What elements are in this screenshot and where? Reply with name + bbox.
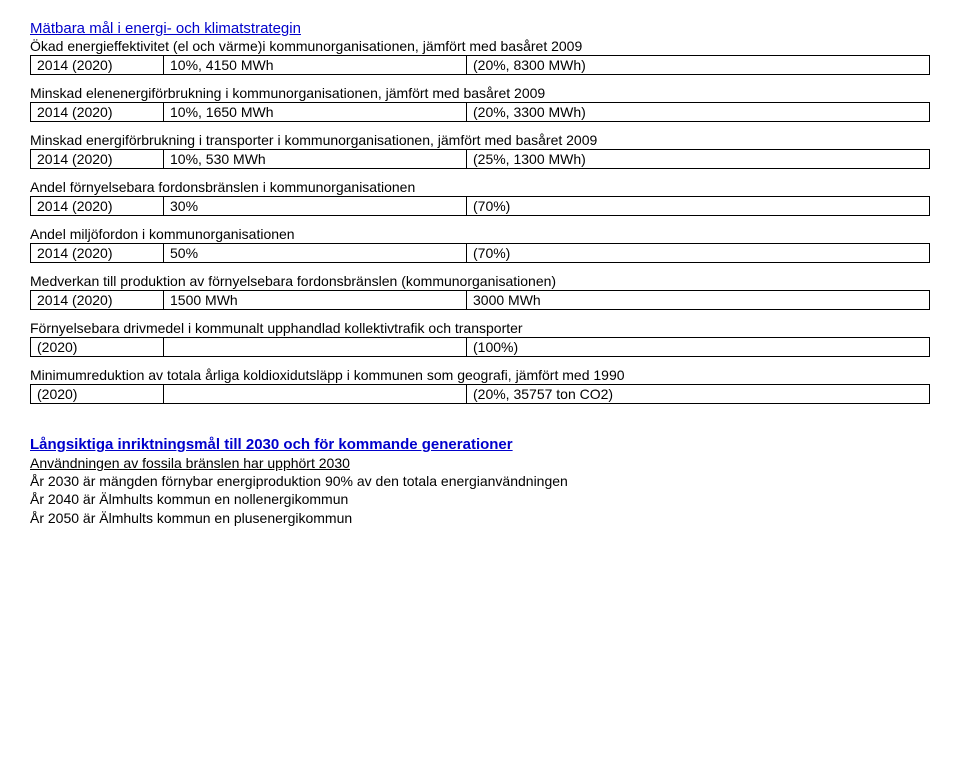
table-cell: 2014 (2020) [31,150,164,169]
table-cell: 50% [164,244,467,263]
table-cell: 2014 (2020) [31,103,164,122]
table-cell: 2014 (2020) [31,197,164,216]
table-cell: (20%, 8300 MWh) [467,56,930,75]
section-heading: Förnyelsebara drivmedel i kommunalt upph… [30,320,930,336]
goal-table: 2014 (2020)10%, 1650 MWh(20%, 3300 MWh) [30,102,930,122]
table-row: 2014 (2020)1500 MWh3000 MWh [31,291,930,310]
table-cell: 2014 (2020) [31,56,164,75]
goal-table: (2020) (100%) [30,337,930,357]
longterm-title: Långsiktiga inriktningsmål till 2030 och… [30,436,930,453]
table-row: 2014 (2020)10%, 530 MWh(25%, 1300 MWh) [31,150,930,169]
table-row: 2014 (2020)10%, 4150 MWh(20%, 8300 MWh) [31,56,930,75]
section-heading: Minskad elenenergiförbrukning i kommunor… [30,85,930,101]
table-cell: (20%, 3300 MWh) [467,103,930,122]
table-cell [164,338,467,357]
table-cell: 10%, 1650 MWh [164,103,467,122]
table-cell: 30% [164,197,467,216]
longterm-line: År 2030 är mängden förnybar energiproduk… [30,472,930,490]
section-heading: Andel förnyelsebara fordonsbränslen i ko… [30,179,930,195]
longterm-line: Användningen av fossila bränslen har upp… [30,454,930,472]
table-cell: 1500 MWh [164,291,467,310]
goal-table: 2014 (2020)50%(70%) [30,243,930,263]
table-cell: (100%) [467,338,930,357]
table-cell: 10%, 530 MWh [164,150,467,169]
table-cell: 3000 MWh [467,291,930,310]
table-row: (2020) (100%) [31,338,930,357]
longterm-line: År 2050 är Älmhults kommun en plusenergi… [30,509,930,527]
table-cell: 10%, 4150 MWh [164,56,467,75]
goal-table: 2014 (2020)30%(70%) [30,196,930,216]
table-cell: (20%, 35757 ton CO2) [467,385,930,404]
table-row: 2014 (2020)10%, 1650 MWh(20%, 3300 MWh) [31,103,930,122]
table-cell: 2014 (2020) [31,291,164,310]
table-cell: (70%) [467,244,930,263]
table-row: (2020) (20%, 35757 ton CO2) [31,385,930,404]
section-heading: Ökad energieffektivitet (el och värme)i … [30,38,930,54]
section-heading: Medverkan till produktion av förnyelseba… [30,273,930,289]
goal-table: 2014 (2020)1500 MWh3000 MWh [30,290,930,310]
goal-table: (2020) (20%, 35757 ton CO2) [30,384,930,404]
table-row: 2014 (2020)30%(70%) [31,197,930,216]
section-heading: Minskad energiförbrukning i transporter … [30,132,930,148]
table-cell: (2020) [31,385,164,404]
table-cell: (2020) [31,338,164,357]
table-cell: (70%) [467,197,930,216]
section-heading: Andel miljöfordon i kommunorganisationen [30,226,930,242]
goal-table: 2014 (2020)10%, 530 MWh(25%, 1300 MWh) [30,149,930,169]
section-heading: Minimumreduktion av totala årliga koldio… [30,367,930,383]
table-row: 2014 (2020)50%(70%) [31,244,930,263]
goal-table: 2014 (2020)10%, 4150 MWh(20%, 8300 MWh) [30,55,930,75]
page-title: Mätbara mål i energi- och klimatstrategi… [30,20,930,37]
table-cell: (25%, 1300 MWh) [467,150,930,169]
table-cell: 2014 (2020) [31,244,164,263]
longterm-line: År 2040 är Älmhults kommun en nollenergi… [30,490,930,508]
table-cell [164,385,467,404]
